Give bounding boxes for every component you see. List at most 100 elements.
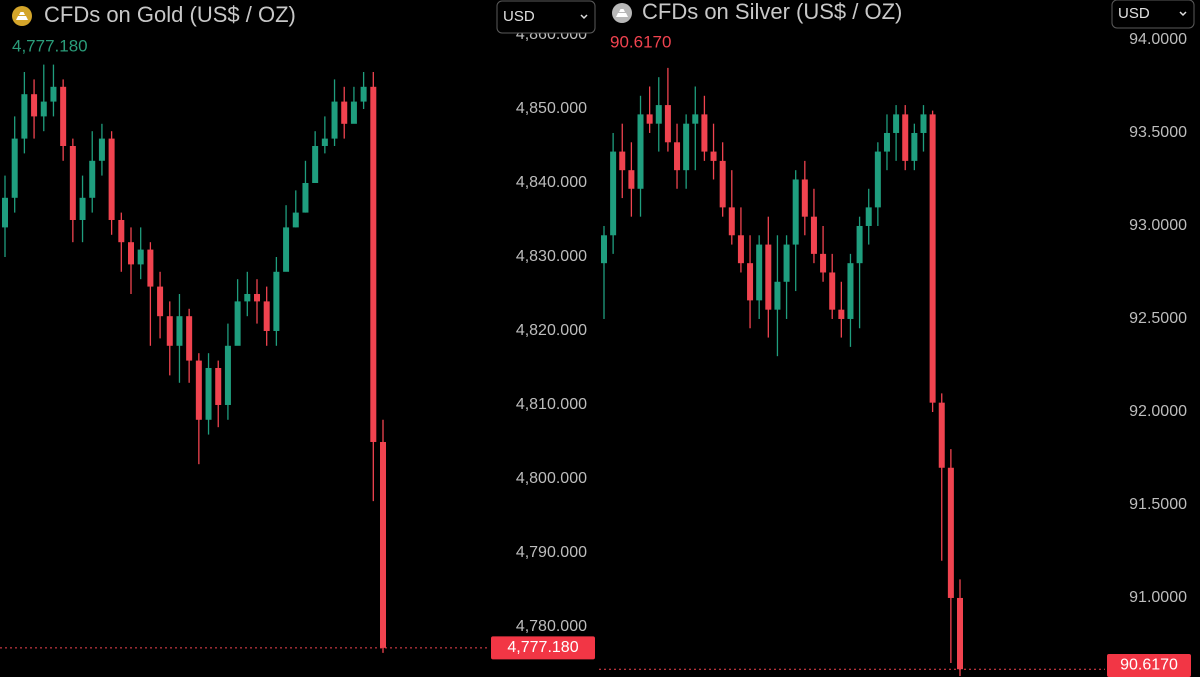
currency-select-label[interactable]: USD bbox=[1118, 5, 1150, 22]
candle-body bbox=[79, 197, 86, 220]
candle-body bbox=[40, 101, 47, 117]
candle-body bbox=[195, 360, 202, 420]
candle-body bbox=[302, 182, 309, 213]
candle-body bbox=[664, 105, 671, 143]
candle-body bbox=[176, 316, 183, 346]
candle-body bbox=[263, 301, 270, 331]
candle-body bbox=[60, 86, 67, 146]
instrument-icon-bars bbox=[16, 12, 28, 20]
candle-body bbox=[380, 441, 386, 648]
candle-body bbox=[674, 142, 681, 171]
candle-body bbox=[646, 114, 653, 124]
candle-body bbox=[147, 249, 154, 287]
candle-body bbox=[719, 160, 726, 208]
candle-body bbox=[737, 235, 744, 264]
y-tick-label: 92.0000 bbox=[1129, 403, 1187, 420]
candle-body bbox=[637, 114, 644, 189]
y-tick-label: 4,840.000 bbox=[516, 174, 587, 191]
y-tick-label: 93.5000 bbox=[1129, 124, 1187, 141]
candle-body bbox=[2, 197, 8, 228]
candle-body bbox=[89, 160, 96, 198]
currency-select-box[interactable] bbox=[496, 0, 596, 34]
last-price-tag bbox=[491, 636, 595, 660]
candle-body bbox=[874, 151, 881, 208]
candle-body bbox=[947, 467, 954, 598]
candle-body bbox=[628, 170, 635, 189]
instrument-icon-bars bbox=[616, 9, 628, 17]
currency-select[interactable]: USD bbox=[496, 0, 596, 34]
candle-body bbox=[273, 271, 280, 331]
chart-panel: 91.0000 91.5000 92.0000 92.5000 93.0000 93.50… bbox=[599, 0, 1195, 677]
y-tick-label: 91.5000 bbox=[1129, 496, 1187, 513]
currency-select-box[interactable] bbox=[1111, 0, 1195, 29]
candle-body bbox=[710, 151, 717, 161]
y-tick-label: 4,790.000 bbox=[516, 544, 587, 561]
candle-body bbox=[911, 132, 918, 161]
candle-body bbox=[801, 179, 808, 217]
candle-body bbox=[920, 114, 927, 133]
y-tick-label: 4,780.000 bbox=[516, 618, 587, 635]
candle-body bbox=[601, 235, 607, 264]
chart-title: CFDs on Silver (US$ / OZ) bbox=[642, 0, 902, 24]
candle-body bbox=[21, 94, 28, 139]
y-tick-label: 94.0000 bbox=[1129, 31, 1187, 48]
candle-body bbox=[157, 286, 164, 317]
candle-body bbox=[224, 345, 231, 405]
candle-body bbox=[829, 272, 836, 310]
candle-body bbox=[747, 263, 754, 301]
y-tick-label: 4,810.000 bbox=[516, 396, 587, 413]
candle-body bbox=[350, 101, 357, 124]
candle-body bbox=[283, 227, 290, 272]
candle-body bbox=[312, 145, 319, 183]
candle-body bbox=[728, 207, 735, 236]
y-tick-label: 4,800.000 bbox=[516, 470, 587, 487]
candle-body bbox=[847, 263, 854, 319]
candle-body bbox=[792, 179, 799, 245]
currency-select-caret[interactable] bbox=[1179, 11, 1187, 17]
candle-body bbox=[957, 597, 963, 670]
candle-body bbox=[783, 244, 790, 282]
candle-body bbox=[865, 207, 872, 226]
candle-body bbox=[128, 242, 134, 265]
candle-body bbox=[341, 101, 348, 124]
y-tick-label: 92.5000 bbox=[1129, 310, 1187, 327]
currency-select-caret[interactable] bbox=[580, 14, 588, 20]
candle-body bbox=[360, 86, 367, 102]
last-price-tag bbox=[1107, 654, 1191, 677]
chart-panel: 4,780.000 4,790.000 4,800.000 4,810.000 4,82… bbox=[0, 0, 596, 660]
candle-body bbox=[137, 249, 144, 265]
candle-body bbox=[938, 402, 945, 468]
candle-body bbox=[765, 244, 772, 310]
candle-body bbox=[893, 114, 900, 133]
candle-body bbox=[692, 114, 699, 124]
chart-title: CFDs on Gold (US$ / OZ) bbox=[44, 2, 296, 27]
candle-body bbox=[856, 225, 863, 264]
candle-body bbox=[929, 114, 936, 403]
candle-body bbox=[186, 316, 193, 361]
candle-body bbox=[683, 123, 690, 171]
candle-body bbox=[820, 253, 827, 273]
candle-body bbox=[98, 138, 105, 161]
candle-body bbox=[215, 367, 222, 405]
currency-select[interactable]: USD bbox=[1111, 0, 1195, 29]
candle-body bbox=[370, 86, 377, 442]
candle-body bbox=[610, 151, 617, 236]
y-tick-label: 93.0000 bbox=[1129, 217, 1187, 234]
last-price-tag-label: 4,777.180 bbox=[507, 639, 578, 656]
y-tick-label: 4,830.000 bbox=[516, 248, 587, 265]
candle-body bbox=[321, 138, 328, 146]
current-price: 4,777.180 bbox=[12, 36, 88, 55]
candle-body bbox=[655, 105, 662, 124]
candle-body bbox=[331, 101, 338, 139]
y-tick-label: 4,850.000 bbox=[516, 100, 587, 117]
candle-body bbox=[619, 151, 626, 171]
candle-body bbox=[205, 367, 212, 420]
candle-body bbox=[11, 138, 18, 198]
candle-body bbox=[69, 145, 76, 220]
candle-body bbox=[292, 212, 299, 228]
last-price-tag-label: 90.6170 bbox=[1120, 657, 1178, 674]
currency-select-label[interactable]: USD bbox=[503, 8, 535, 25]
candle-body bbox=[108, 138, 115, 220]
candle-body bbox=[254, 293, 260, 302]
